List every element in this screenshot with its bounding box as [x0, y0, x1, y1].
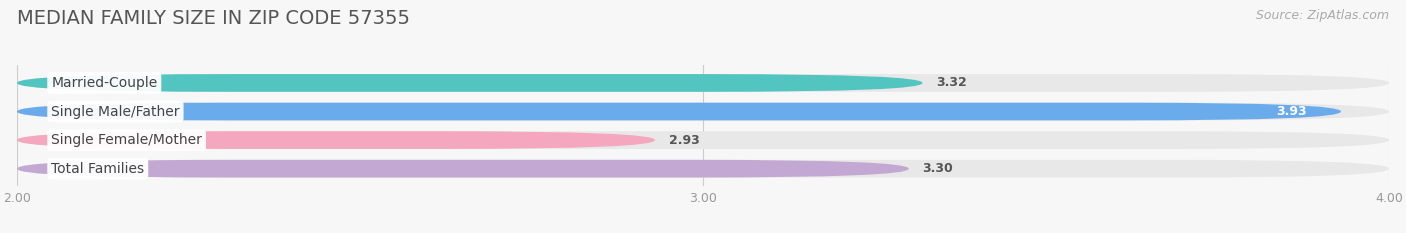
FancyBboxPatch shape	[17, 74, 1389, 92]
FancyBboxPatch shape	[17, 160, 1389, 178]
Text: 3.32: 3.32	[936, 76, 967, 89]
FancyBboxPatch shape	[17, 131, 655, 149]
Text: Single Male/Father: Single Male/Father	[51, 105, 180, 119]
Text: 3.93: 3.93	[1277, 105, 1306, 118]
Text: MEDIAN FAMILY SIZE IN ZIP CODE 57355: MEDIAN FAMILY SIZE IN ZIP CODE 57355	[17, 9, 411, 28]
Text: Total Families: Total Families	[51, 162, 145, 176]
Text: 3.30: 3.30	[922, 162, 953, 175]
FancyBboxPatch shape	[17, 103, 1341, 120]
FancyBboxPatch shape	[17, 160, 908, 178]
FancyBboxPatch shape	[17, 103, 1389, 120]
FancyBboxPatch shape	[17, 131, 1389, 149]
FancyBboxPatch shape	[17, 74, 922, 92]
Text: Source: ZipAtlas.com: Source: ZipAtlas.com	[1256, 9, 1389, 22]
Text: Single Female/Mother: Single Female/Mother	[51, 133, 202, 147]
Text: Married-Couple: Married-Couple	[51, 76, 157, 90]
Text: 2.93: 2.93	[669, 134, 699, 147]
